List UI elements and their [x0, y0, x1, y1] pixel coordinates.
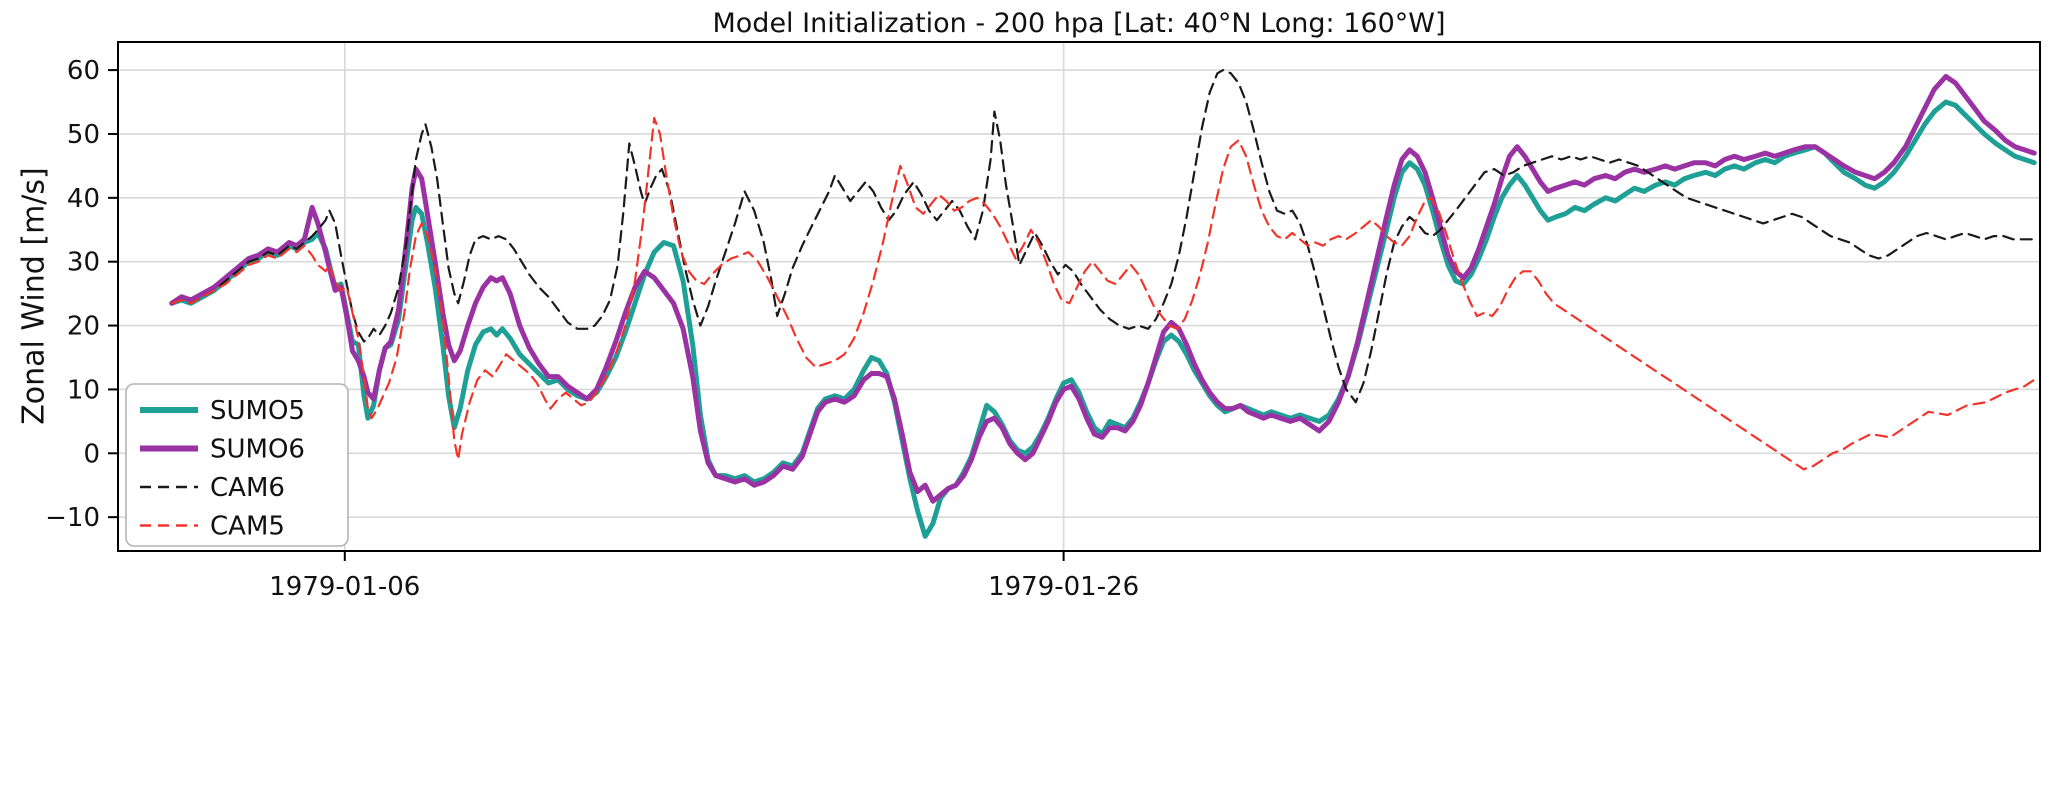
series-line-cam6	[170, 68, 2036, 404]
legend-label-cam6: CAM6	[210, 473, 285, 503]
series-line-sumo5	[169, 99, 2037, 539]
series-line-cam5	[170, 116, 2036, 471]
y-tick-label: 30	[67, 248, 100, 278]
y-tick-label: 60	[67, 56, 100, 86]
y-tick-label: 10	[67, 375, 100, 405]
legend-label-cam5: CAM5	[210, 512, 285, 542]
y-tick-label: 0	[83, 439, 100, 469]
x-tick-label: 1979-01-26	[988, 572, 1139, 602]
legend-label-sumo5: SUMO5	[210, 396, 305, 426]
chart-title: Model Initialization - 200 hpa [Lat: 40°…	[712, 8, 1446, 39]
x-tick-label: 1979-01-06	[269, 572, 420, 602]
y-tick-label: 50	[67, 120, 100, 150]
y-tick-label: 20	[67, 312, 100, 342]
y-tick-label: 40	[67, 184, 100, 214]
plot-border	[117, 41, 2041, 552]
legend-box	[125, 383, 349, 547]
y-tick-label: −10	[45, 503, 100, 533]
legend-label-sumo6: SUMO6	[210, 435, 305, 465]
series-line-sumo6	[169, 74, 2037, 504]
